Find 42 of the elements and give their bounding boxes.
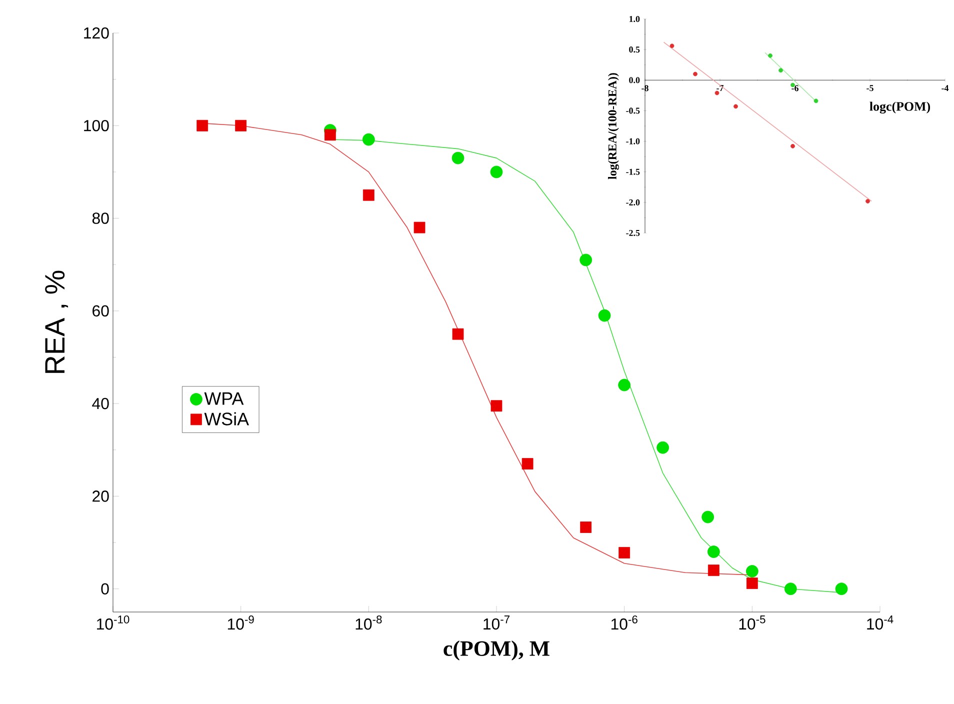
y-tick-label: 20 — [92, 490, 109, 502]
x-tick-label: -7 — [716, 85, 724, 92]
point — [790, 144, 795, 148]
point — [866, 199, 870, 204]
x-tick-label: -4 — [942, 85, 949, 92]
y-tick-label: -0.5 — [626, 108, 640, 114]
x-tick-label: 10$^{-8}$ — [356, 616, 382, 630]
y-tick-label: 40 — [92, 398, 109, 410]
y-tick-label: 100 — [84, 120, 109, 132]
point — [693, 72, 698, 76]
x-tick-label: -6 — [792, 85, 798, 92]
point — [768, 53, 772, 58]
x-tick-label: 10$^{-9}$ — [228, 616, 254, 630]
legend-label: WSiA — [204, 412, 249, 426]
y-tick-label: 0.0 — [629, 77, 640, 84]
y-tick-label: -2.0 — [626, 199, 640, 206]
x-tick-label: 10$^{-4}$ — [867, 616, 894, 630]
x-tick-label: 10$^{-6}$ — [611, 616, 638, 630]
x-tick-label: 10$^{-5}$ — [739, 616, 766, 630]
point — [814, 98, 818, 104]
point — [714, 90, 720, 96]
y-tick-label: 80 — [92, 212, 109, 224]
x-tick-label: 10$^{-7}$ — [484, 616, 510, 630]
y-tick-label: 60 — [92, 305, 109, 317]
y-tick-label: -1.5 — [626, 168, 640, 175]
y-tick-label: 1.0 — [630, 16, 640, 22]
x-axis-title: logc(POM) — [870, 102, 930, 114]
point — [734, 104, 738, 109]
y-axis-title: REA , % — [45, 270, 68, 373]
y-axis-title: log(REA/(100-REA)) — [608, 73, 619, 180]
legend-label: WPA — [204, 392, 244, 405]
x-tick-label: -8 — [642, 85, 648, 92]
y-tick-label: 0.5 — [629, 46, 640, 53]
x-tick-label: -5 — [866, 85, 874, 92]
y-tick-label: 0 — [101, 583, 109, 594]
y-tick-label: 120 — [84, 27, 109, 39]
y-tick-label: -2.5 — [626, 230, 640, 236]
point — [670, 44, 674, 48]
x-tick-label: 10$^{-10}$ — [97, 616, 130, 630]
point — [778, 68, 783, 73]
x-axis-title: c(POM), M — [444, 640, 550, 660]
y-tick-label: -1.0 — [626, 138, 640, 144]
